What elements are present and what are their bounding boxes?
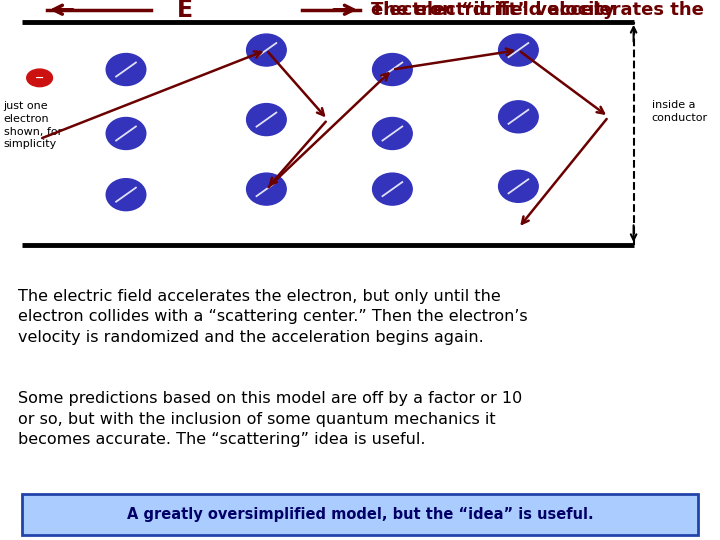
Ellipse shape <box>246 104 287 136</box>
Ellipse shape <box>27 69 53 86</box>
Text: The electric field accelerates the: The electric field accelerates the <box>371 1 703 19</box>
Ellipse shape <box>107 179 145 211</box>
Text: electron “drift” velocity: electron “drift” velocity <box>371 1 615 19</box>
Text: The electric field accelerates the electron, but only until the
electron collide: The electric field accelerates the elect… <box>18 289 528 345</box>
Text: E: E <box>176 0 192 22</box>
Ellipse shape <box>107 53 145 85</box>
Ellipse shape <box>498 170 538 202</box>
Text: inside a
conductor: inside a conductor <box>652 100 708 123</box>
Text: A greatly oversimplified model, but the “idea” is useful.: A greatly oversimplified model, but the … <box>127 507 593 522</box>
Ellipse shape <box>373 53 413 85</box>
Ellipse shape <box>373 173 413 205</box>
Ellipse shape <box>246 173 287 205</box>
FancyBboxPatch shape <box>22 494 698 535</box>
Text: just one
electron
shown, for
simplicity: just one electron shown, for simplicity <box>4 101 62 150</box>
Ellipse shape <box>246 34 287 66</box>
Text: Some predictions based on this model are off by a factor or 10
or so, but with t: Some predictions based on this model are… <box>18 392 522 447</box>
Ellipse shape <box>498 34 538 66</box>
Ellipse shape <box>107 118 145 150</box>
Text: −: − <box>35 73 45 83</box>
Ellipse shape <box>373 118 413 150</box>
Ellipse shape <box>498 101 538 133</box>
